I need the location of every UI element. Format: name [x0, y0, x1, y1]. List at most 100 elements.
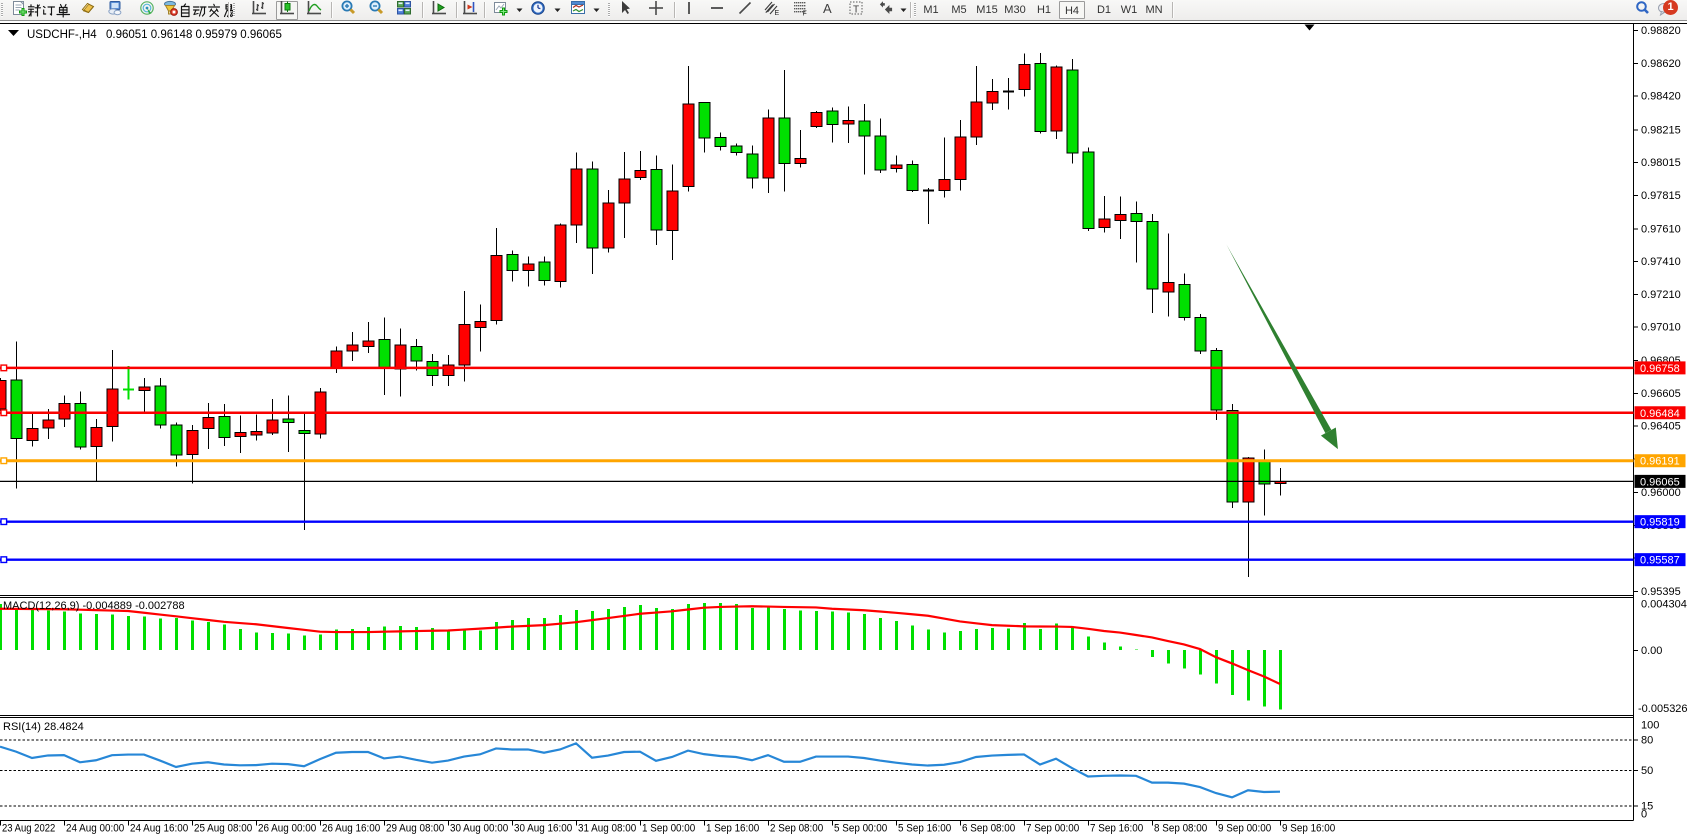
arrow-head [1320, 427, 1338, 450]
new-order-button-label[interactable] [27, 0, 72, 20]
candle [874, 118, 887, 173]
time-tick-label: 5 Sep 00:00 [834, 823, 887, 835]
price-axis: 0.98820 0.98620 0.98420 0.98215 0.98015 0.978… [1633, 25, 1686, 598]
tf-h1-button[interactable]: H1 [1036, 4, 1052, 16]
tf-m15-button[interactable]: M15 [976, 4, 998, 16]
rsi-axis-label: 15 [1641, 800, 1653, 812]
chart-shift-marker[interactable] [1304, 24, 1315, 31]
chart-line-icon [306, 0, 322, 21]
data-window-button[interactable] [104, 1, 126, 20]
toolbar-drag-handle[interactable] [233, 3, 235, 17]
candle-body [0, 379, 7, 410]
candle-body [602, 202, 615, 249]
trendline-button[interactable] [734, 1, 756, 20]
templates-button[interactable] [567, 1, 589, 20]
channel-button[interactable]: E [761, 1, 783, 20]
arrows-button[interactable] [875, 1, 897, 20]
tf-w1-button[interactable]: W1 [1120, 4, 1138, 16]
zoom-in-button[interactable] [337, 0, 359, 20]
text-label-button[interactable]: T [845, 1, 867, 20]
tf-h4-button[interactable]: H4 [1059, 1, 1085, 19]
new-order-button[interactable] [9, 1, 31, 20]
clock-icon [530, 0, 546, 21]
candle [458, 291, 471, 382]
time-tick-label: 29 Aug 08:00 [386, 823, 444, 835]
line-chart-button[interactable] [303, 1, 325, 20]
candle [490, 227, 503, 325]
auto-trading-button[interactable] [159, 0, 181, 20]
time-tick-label: 9 Sep 16:00 [1282, 823, 1335, 835]
market-watch-button[interactable] [77, 1, 99, 20]
signals-button[interactable] [136, 1, 158, 20]
candlestick-chart-button[interactable] [276, 1, 298, 20]
time-tick-label: 24 Aug 16:00 [130, 823, 188, 835]
tf-mn-button[interactable]: MN [1145, 4, 1163, 16]
candle-body [1146, 220, 1159, 290]
hline-anchor [0, 457, 8, 465]
toolbar-drag-handle[interactable] [608, 3, 610, 17]
time-tick-label: 9 Sep 00:00 [1218, 823, 1271, 835]
toolbar-drag-handle[interactable] [914, 3, 916, 17]
periods-button-caret[interactable] [554, 0, 561, 20]
tf-m5-button[interactable]: M5 [951, 4, 967, 16]
tf-d1-button[interactable]: D1 [1096, 4, 1112, 16]
hline-icon [709, 0, 725, 21]
candle [218, 404, 231, 446]
crosshair-button[interactable] [645, 1, 667, 20]
price-badge-label: 0.95819 [1640, 517, 1680, 529]
candle-body [698, 101, 711, 139]
tf-m1-button[interactable]: M1 [923, 4, 939, 16]
tile-windows-button[interactable] [393, 1, 415, 20]
notifications-button[interactable]: 1 [1654, 0, 1678, 20]
horizontal-line-button[interactable] [706, 1, 728, 20]
auto-scroll-button[interactable] [428, 1, 450, 20]
vertical-line-button[interactable] [678, 1, 700, 20]
channel-icon: E [764, 0, 780, 21]
autoscroll-icon [431, 0, 447, 21]
periods-button[interactable] [527, 1, 549, 20]
candle [923, 187, 934, 224]
auto-trading-button-label[interactable] [179, 0, 237, 20]
toolbar-separator [228, 2, 229, 18]
candle [890, 155, 903, 173]
new-order-icon [12, 0, 28, 21]
candle [682, 65, 695, 192]
candle-body [1066, 69, 1079, 154]
arrows-button-caret[interactable] [900, 0, 907, 20]
candle-body [58, 403, 71, 420]
radar-icon [139, 0, 155, 21]
toolbar-separator [1172, 2, 1173, 18]
price-badge-blue [1634, 515, 1686, 529]
candle [842, 106, 855, 144]
templates-button-caret[interactable] [593, 0, 600, 20]
time-tick-label: 6 Sep 08:00 [962, 823, 1015, 835]
candle [1242, 456, 1255, 578]
ohlc-values: 0.96051 0.96148 0.95979 0.96065 [106, 29, 282, 41]
crosshair-icon [648, 0, 664, 21]
chart-shift-button[interactable] [459, 1, 481, 20]
book-icon [80, 0, 96, 21]
search-button[interactable] [1631, 1, 1653, 20]
fibonacci-button[interactable]: F [790, 1, 812, 20]
symbol-dropdown-icon[interactable] [8, 30, 19, 36]
indicators-button-caret[interactable] [516, 0, 523, 20]
toolbar-drag-handle[interactable] [1, 3, 3, 17]
candle [58, 395, 71, 428]
fibo-icon: F [793, 0, 809, 21]
candle-body [762, 117, 775, 179]
candle [282, 395, 295, 453]
candle-body [1050, 66, 1063, 132]
indicators-button[interactable] [490, 1, 512, 20]
zoom-out-button[interactable] [365, 0, 387, 20]
candle [810, 110, 823, 129]
candle [426, 353, 439, 386]
candle [266, 398, 279, 436]
text-button[interactable]: A [817, 1, 839, 20]
monitor-icon [107, 0, 123, 21]
bar-chart-button[interactable] [248, 1, 270, 20]
trend-arrow-annotation[interactable] [1226, 244, 1338, 450]
cursor-button[interactable] [614, 1, 636, 20]
tf-m30-button[interactable]: M30 [1004, 4, 1026, 16]
price-tick-label: 0.98820 [1641, 25, 1681, 37]
